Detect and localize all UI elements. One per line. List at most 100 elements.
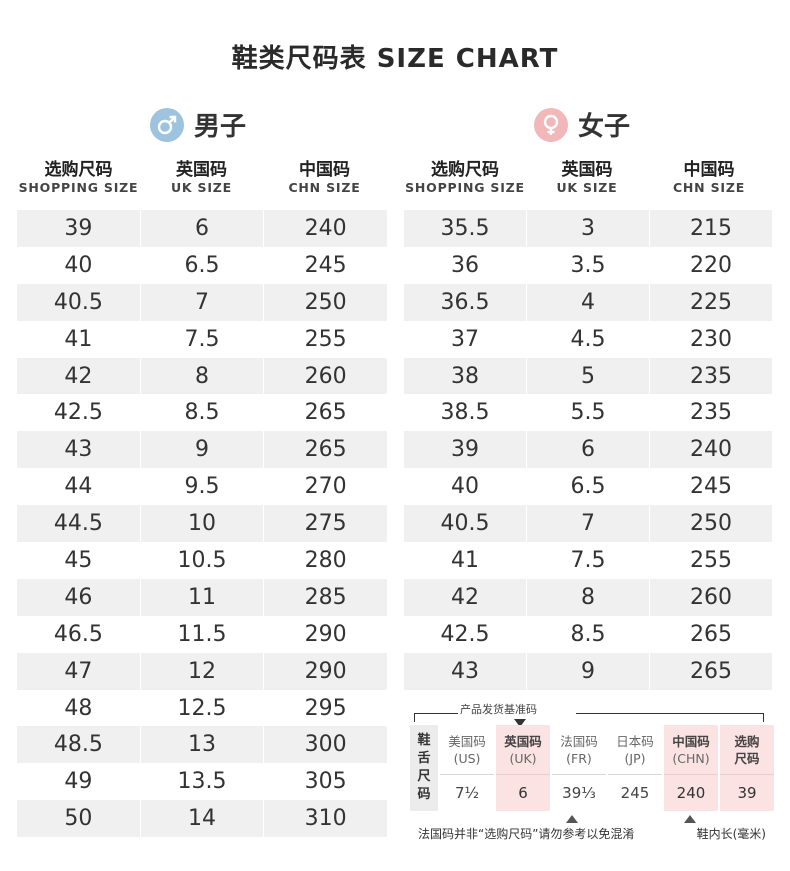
reference-title-backdrop: [458, 695, 576, 717]
table-cell: 12: [140, 652, 265, 690]
table-cell: 42: [17, 357, 141, 395]
table-cell: 13: [140, 726, 265, 764]
table-cell: 240: [649, 431, 772, 469]
pointer-up-icon: [684, 815, 696, 823]
table-cell: 11: [140, 578, 265, 616]
table-row: 48 12.5 295: [17, 689, 387, 727]
column-header-cn: 选购尺码: [44, 160, 113, 180]
table-cell: 40.5: [404, 505, 527, 543]
table-cell: 7: [526, 505, 650, 543]
table-row: 39 6 240: [17, 210, 387, 247]
table-row: 38 5 235: [404, 357, 772, 395]
table-cell: 8.5: [140, 394, 265, 432]
table-cell: 12.5: [140, 689, 265, 727]
reference-column-name: 英国码: [504, 733, 542, 749]
table-cell: 35.5: [404, 210, 527, 247]
table-row: 48.5 13 300: [17, 726, 387, 764]
column-header: 英国码 UK SIZE: [140, 160, 263, 196]
women-label: 女子: [578, 112, 631, 142]
table-cell: 250: [263, 283, 387, 321]
table-row: 35.5 3 215: [404, 210, 772, 247]
table-cell: 42.5: [404, 615, 527, 653]
table-cell: 275: [263, 505, 387, 543]
reference-column: 美国码 (US) 7½: [440, 725, 494, 811]
table-row: 39 6 240: [404, 431, 772, 469]
table-cell: 40.5: [17, 283, 141, 321]
table-cell: 41: [17, 320, 141, 358]
table-cell: 11.5: [140, 615, 265, 653]
reference-size-grid: 鞋舌尺码 美国码 (US) 7½ 英国码 (UK) 6 法国码 (FR) 39⅓ 日本码 (JP) 2…: [410, 725, 774, 811]
table-cell: 265: [263, 431, 387, 469]
table-row: 38.5 5.5 235: [404, 394, 772, 432]
table-row: 40 6.5 245: [404, 468, 772, 506]
column-header-en: SHOPPING SIZE: [18, 180, 139, 195]
men-label: 男子: [194, 112, 247, 142]
table-row: 47 12 290: [17, 652, 387, 690]
table-cell: 46.5: [17, 615, 141, 653]
table-cell: 255: [263, 320, 387, 358]
table-cell: 9.5: [140, 468, 265, 506]
reference-column-name-line: 选购: [734, 733, 760, 749]
reference-column-header: 选购 尺码: [720, 725, 774, 774]
table-cell: 42: [404, 578, 527, 616]
column-header-cn: 中国码: [299, 160, 350, 180]
page-title: 鞋类尺码表 SIZE CHART: [231, 44, 559, 74]
table-cell: 295: [263, 689, 387, 727]
reference-column: 法国码 (FR) 39⅓: [552, 725, 606, 811]
table-cell: 6.5: [140, 246, 265, 284]
table-cell: 41: [404, 542, 527, 579]
table-cell: 5.5: [526, 394, 650, 432]
reference-column-header: 中国码 (CHN): [664, 725, 718, 774]
reference-column-value: 245: [608, 774, 662, 811]
column-header-cn: 英国码: [561, 160, 613, 180]
table-cell: 6.5: [526, 468, 650, 506]
column-header-cn: 英国码: [176, 160, 227, 180]
men-section-header: 男子: [150, 106, 246, 143]
reference-title: 产品发货基准码: [460, 703, 537, 716]
women-section-header: 女子: [534, 106, 630, 143]
reference-column: 日本码 (JP) 245: [608, 725, 662, 811]
table-cell: 8: [140, 357, 265, 395]
table-cell: 300: [263, 726, 387, 764]
tongue-size-label: 鞋舌尺码: [410, 725, 438, 811]
table-cell: 235: [649, 394, 772, 432]
table-cell: 3: [526, 210, 650, 247]
table-cell: 9: [140, 431, 265, 469]
column-header: 英国码 UK SIZE: [526, 160, 648, 196]
column-header-en: UK SIZE: [170, 180, 233, 195]
men-column-headers: 选购尺码 SHOPPING SIZE 英国码 UK SIZE 中国码 CHN S…: [17, 160, 386, 196]
table-cell: 39: [17, 210, 141, 247]
table-row: 44.5 10 275: [17, 505, 387, 543]
table-cell: 13.5: [140, 763, 265, 801]
column-header-en: CHN SIZE: [672, 180, 746, 195]
table-cell: 40: [17, 246, 141, 284]
french-size-note: 法国码并非“选购尺码”请勿参考以免混淆: [418, 827, 635, 841]
reference-column-unit: (CHN): [672, 750, 710, 766]
side-label-char: 码: [417, 787, 431, 802]
table-cell: 260: [649, 578, 772, 616]
column-header-en: SHOPPING SIZE: [405, 180, 525, 195]
table-row: 43 9 265: [404, 652, 772, 690]
table-row: 42 8 260: [17, 357, 387, 395]
reference-column: 选购 尺码 39: [720, 725, 774, 811]
table-cell: 4: [526, 283, 650, 321]
table-row: 42.5 8.5 265: [404, 615, 772, 653]
table-cell: 46: [17, 578, 141, 616]
reference-size-box: 产品发货基准码 鞋舌尺码 美国码 (US) 7½ 英国码 (UK) 6 法国码 (FR) 39⅓…: [404, 695, 774, 845]
table-cell: 240: [263, 210, 387, 247]
table-cell: 47: [17, 652, 141, 690]
table-cell: 215: [649, 210, 772, 247]
table-cell: 285: [263, 578, 387, 616]
table-cell: 44.5: [17, 505, 141, 543]
inner-length-note: 鞋内长(毫米): [696, 827, 766, 841]
table-cell: 235: [649, 357, 772, 395]
table-row: 40.5 7 250: [404, 505, 772, 543]
reference-column-value: 39⅓: [552, 774, 606, 811]
reference-column-unit: (FR): [566, 750, 592, 766]
table-cell: 265: [649, 652, 772, 690]
column-header: 中国码 CHN SIZE: [263, 160, 386, 196]
table-cell: 6: [140, 210, 265, 247]
column-header: 选购尺码 SHOPPING SIZE: [404, 160, 526, 196]
women-column-headers: 选购尺码 SHOPPING SIZE 英国码 UK SIZE 中国码 CHN S…: [404, 160, 770, 196]
reference-column: 中国码 (CHN) 240: [664, 725, 718, 811]
